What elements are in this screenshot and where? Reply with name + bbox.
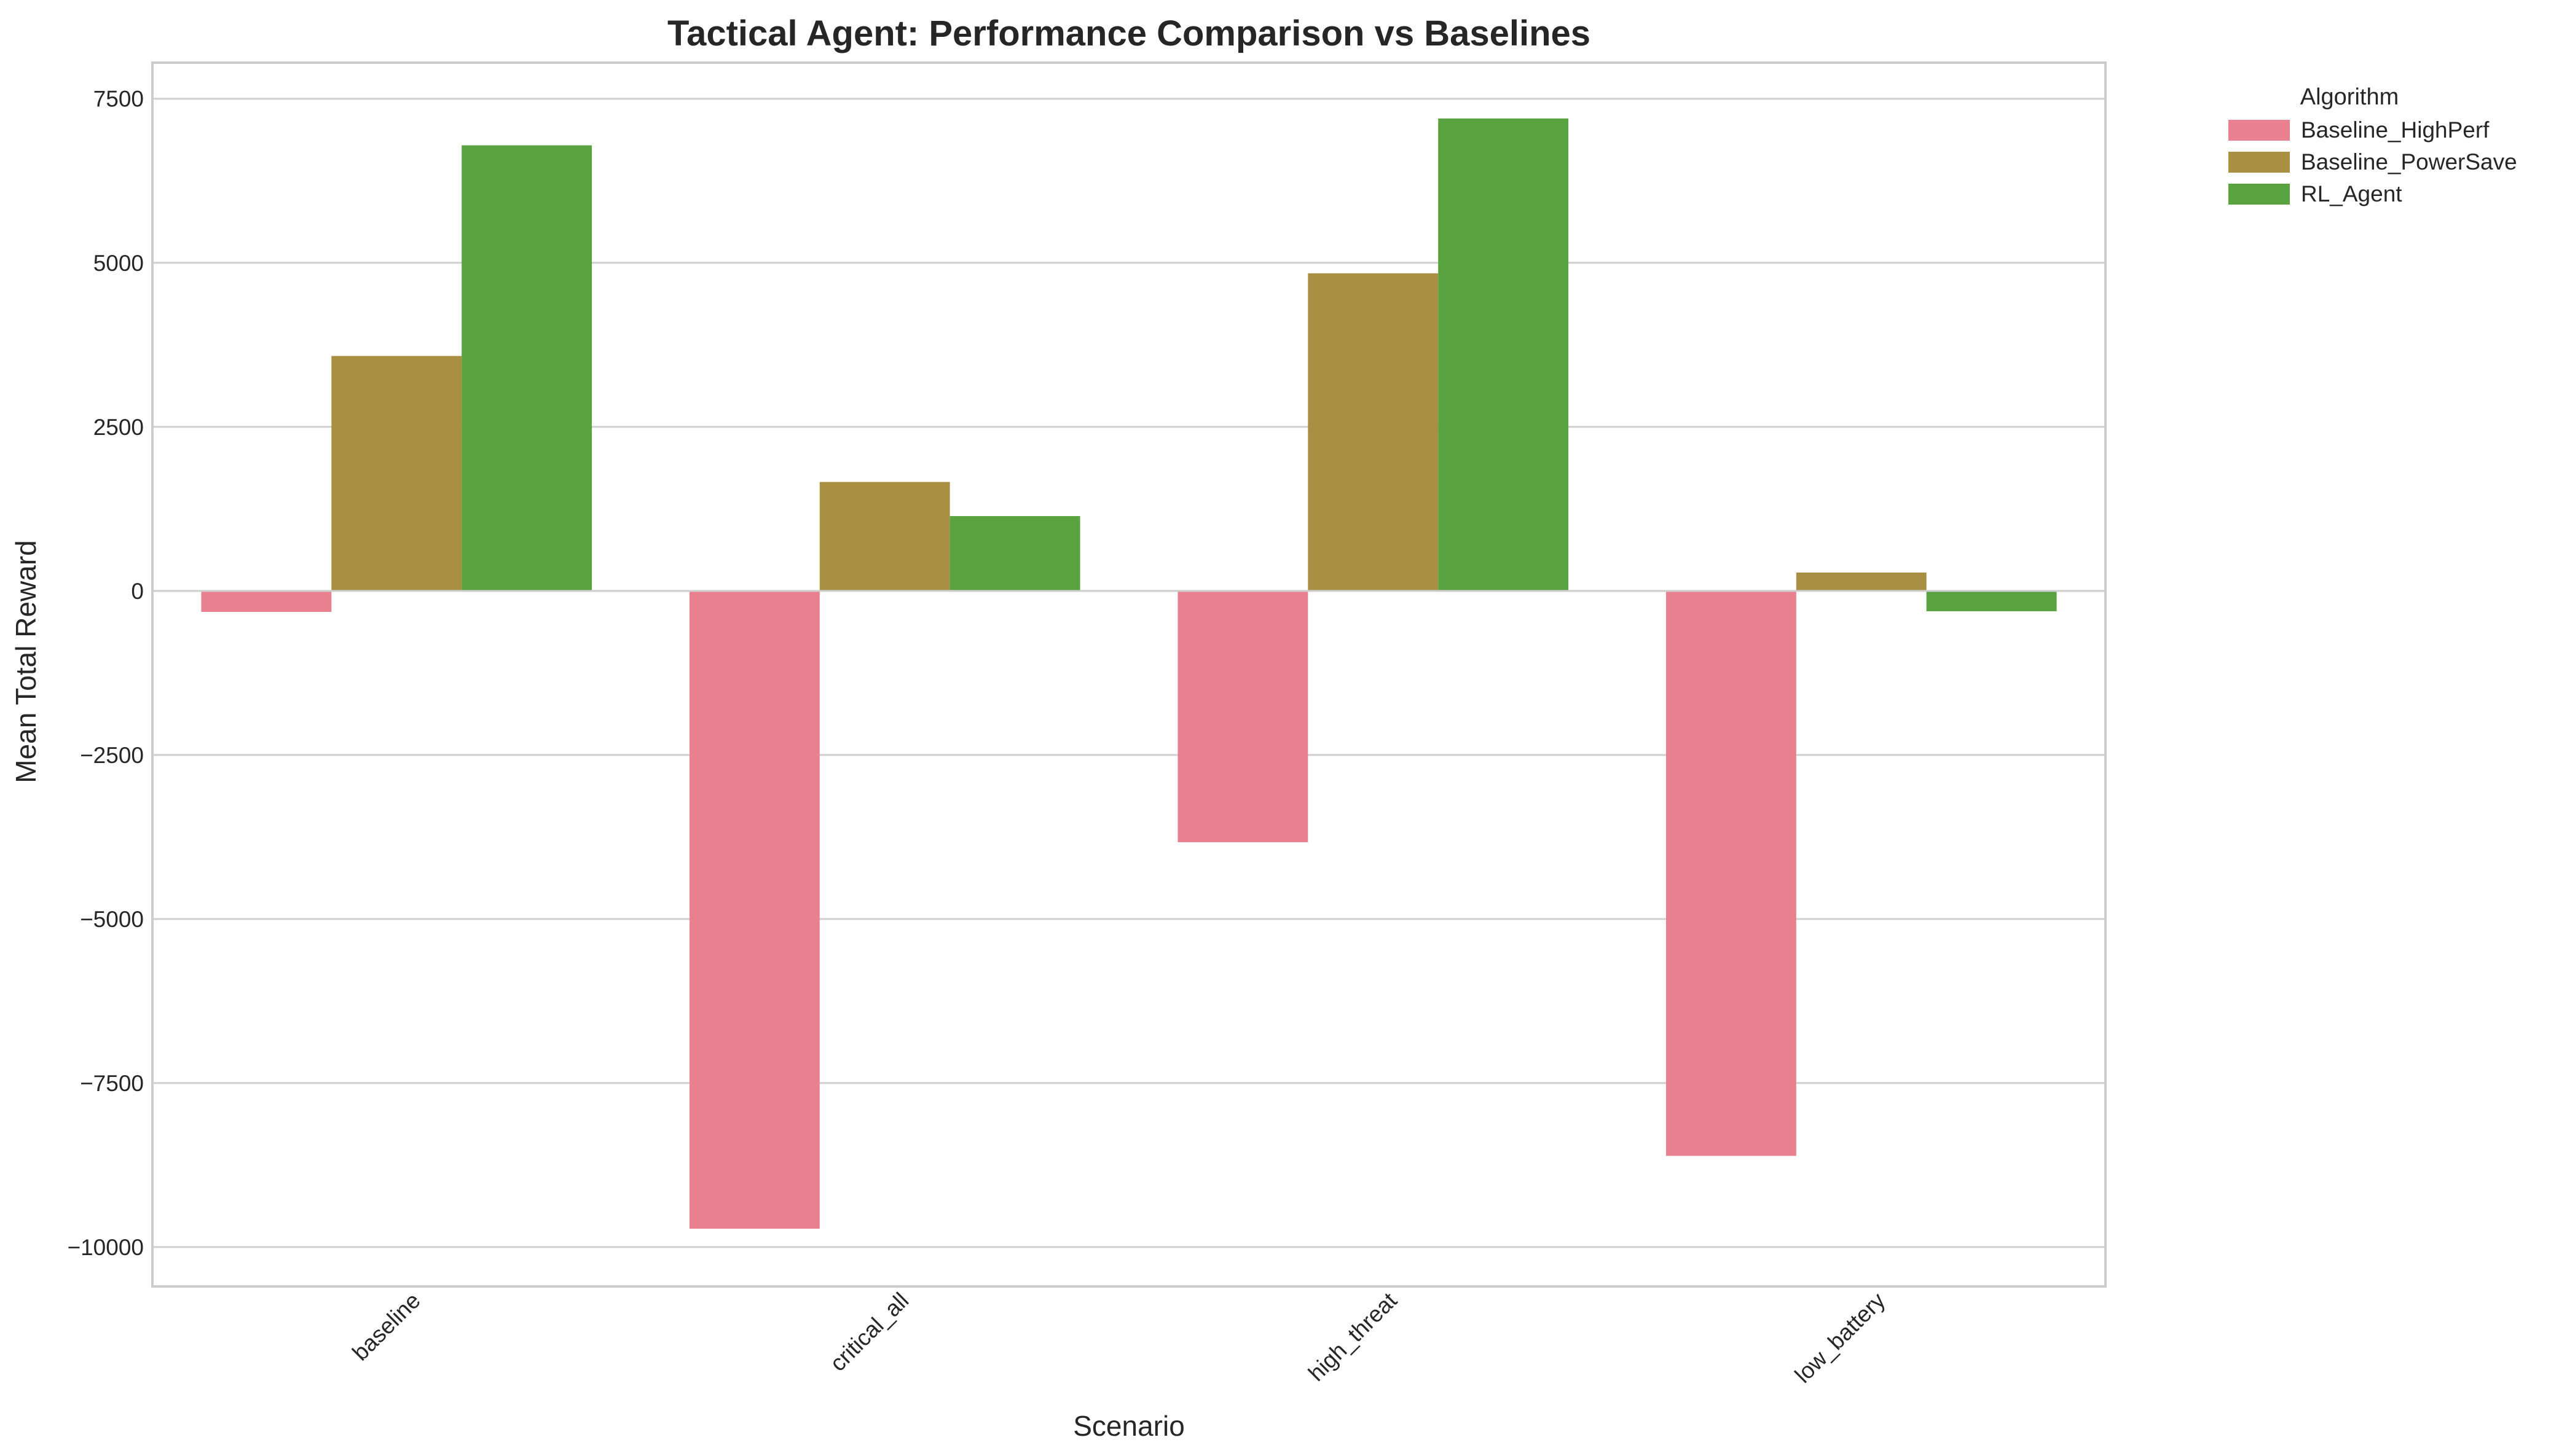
legend-label-Baseline_HighPerf: Baseline_HighPerf bbox=[2301, 117, 2490, 143]
bar-Baseline_HighPerf-critical_all bbox=[689, 590, 820, 1229]
y-tick-label: −5000 bbox=[80, 907, 144, 932]
bar-RL_Agent-critical_all bbox=[949, 516, 1080, 591]
x-tick-label: baseline bbox=[347, 1288, 425, 1365]
bar-RL_Agent-baseline bbox=[462, 145, 592, 591]
y-tick-label: 0 bbox=[131, 579, 144, 604]
x-axis-label: Scenario bbox=[1073, 1410, 1185, 1442]
y-tick-label: 7500 bbox=[93, 87, 144, 112]
bar-Baseline_HighPerf-baseline bbox=[201, 590, 332, 612]
y-axis-ticks: −10000 −7500 −5000 −2500 0 2500 5000 7500 bbox=[68, 87, 144, 1260]
x-tick-label: critical_all bbox=[825, 1288, 914, 1376]
plot-area bbox=[151, 61, 2107, 1288]
bar-Baseline_PowerSave-high_threat bbox=[1308, 273, 1439, 591]
bar-RL_Agent-high_threat bbox=[1438, 118, 1569, 591]
bar-Baseline_PowerSave-low_battery bbox=[1796, 572, 1927, 591]
x-tick-label: low_battery bbox=[1790, 1288, 1890, 1388]
y-tick-label: −10000 bbox=[68, 1235, 144, 1260]
legend: Algorithm Baseline_HighPerf Baseline_Powe… bbox=[2228, 84, 2517, 206]
bar-Baseline_HighPerf-high_threat bbox=[1177, 590, 1308, 842]
x-axis-ticks: baseline critical_all high_threat low_batte… bbox=[347, 1288, 1890, 1388]
grid-lines bbox=[152, 98, 2105, 1248]
legend-label-Baseline_PowerSave: Baseline_PowerSave bbox=[2301, 149, 2517, 174]
x-tick-label: high_threat bbox=[1303, 1288, 1402, 1386]
bars bbox=[201, 118, 2057, 1229]
bar-Baseline_PowerSave-critical_all bbox=[819, 482, 950, 591]
legend-swatch-RL_Agent bbox=[2228, 184, 2290, 205]
bar-RL_Agent-low_battery bbox=[1926, 590, 2057, 611]
y-tick-label: 5000 bbox=[93, 251, 144, 276]
y-tick-label: 2500 bbox=[93, 415, 144, 440]
y-tick-label: −2500 bbox=[80, 743, 144, 768]
legend-swatch-Baseline_HighPerf bbox=[2228, 120, 2290, 141]
bar-Baseline_HighPerf-low_battery bbox=[1665, 590, 1796, 1156]
legend-title: Algorithm bbox=[2300, 84, 2399, 110]
bar-Baseline_PowerSave-baseline bbox=[331, 356, 462, 591]
chart-title: Tactical Agent: Performance Comparison v… bbox=[667, 14, 1590, 53]
y-tick-label: −7500 bbox=[80, 1071, 144, 1096]
legend-swatch-Baseline_PowerSave bbox=[2228, 152, 2290, 173]
y-axis-label: Mean Total Reward bbox=[10, 540, 42, 783]
legend-label-RL_Agent: RL_Agent bbox=[2301, 181, 2402, 206]
